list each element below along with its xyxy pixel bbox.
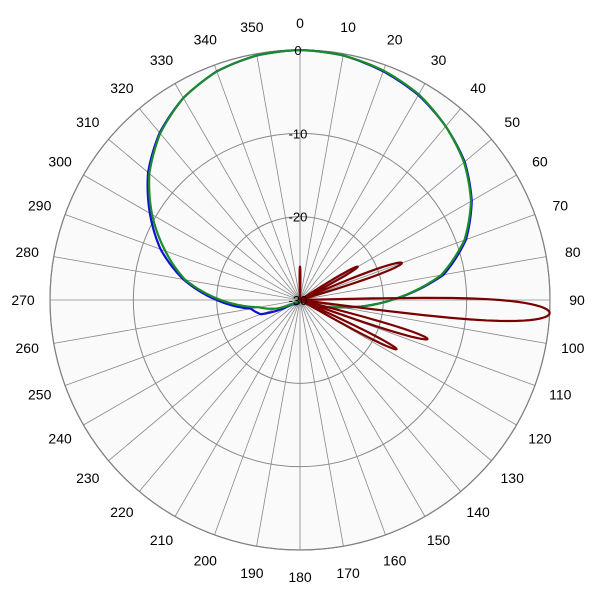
grid-spoke <box>299 299 386 536</box>
series-line-3 <box>298 261 551 351</box>
series-layer <box>146 48 551 351</box>
angle-tick-label: 100 <box>561 340 585 356</box>
radial-tick-label: 0 <box>294 43 301 58</box>
angle-tick-label: 200 <box>194 552 218 568</box>
angle-tick-label: 350 <box>240 19 264 35</box>
angle-tick-label: 140 <box>466 504 490 520</box>
angle-tick-label: 60 <box>532 154 548 170</box>
grid-spoke <box>299 138 492 301</box>
grid-spoke <box>299 299 462 492</box>
grid-spoke <box>138 299 301 492</box>
angle-tick-label: 10 <box>340 19 356 35</box>
grid-spoke <box>138 108 301 301</box>
angle-tick-label: 320 <box>110 80 134 96</box>
angle-tick-label: 290 <box>28 197 52 213</box>
radial-tick-label: -20 <box>289 210 308 225</box>
grid-spoke <box>299 108 462 301</box>
angle-tick-label: 40 <box>470 80 486 96</box>
angle-tick-label: 30 <box>431 52 447 68</box>
grid-spoke <box>299 83 426 301</box>
grid-spoke <box>53 256 301 301</box>
angle-tick-label: 310 <box>76 114 100 130</box>
grid-spoke <box>64 214 301 301</box>
radial-tick-label: -30 <box>289 293 308 308</box>
grid-spoke <box>299 64 386 301</box>
angle-tick-label: 190 <box>240 565 264 581</box>
angle-tick-label: 170 <box>336 565 360 581</box>
grid-spoke <box>299 256 547 301</box>
grid-spoke <box>174 83 301 301</box>
angle-tick-label: 80 <box>565 244 581 260</box>
grid-spoke <box>214 299 301 536</box>
angle-tick-label: 300 <box>48 154 72 170</box>
angle-tick-label: 90 <box>569 292 585 308</box>
angle-tick-label: 150 <box>427 532 451 548</box>
grid-spoke <box>299 299 426 517</box>
angle-tick-label: 0 <box>296 15 304 31</box>
angle-tick-label: 20 <box>387 32 403 48</box>
angle-tick-label: 260 <box>16 340 40 356</box>
angle-tick-label: 340 <box>194 32 218 48</box>
angle-tick-label: 220 <box>110 504 134 520</box>
grid-spoke <box>299 53 344 301</box>
angle-tick-label: 180 <box>288 569 312 585</box>
angle-tick-label: 70 <box>553 197 569 213</box>
grid-spoke <box>299 299 492 462</box>
grid-spoke <box>214 64 301 301</box>
angle-tick-label: 130 <box>501 470 525 486</box>
grid-spoke <box>256 53 301 301</box>
angle-tick-label: 210 <box>150 532 174 548</box>
radial-tick-label: -10 <box>289 126 308 141</box>
grid-spoke <box>299 299 344 547</box>
grid-spoke <box>256 299 301 547</box>
angle-tick-label: 250 <box>28 387 52 403</box>
angle-tick-label: 330 <box>150 52 174 68</box>
grid-spoke <box>108 299 301 462</box>
angle-tick-label: 160 <box>383 552 407 568</box>
angle-tick-label: 110 <box>549 387 572 403</box>
angle-tick-label: 240 <box>48 431 72 447</box>
angle-tick-label: 120 <box>528 431 552 447</box>
angle-tick-label: 50 <box>504 114 520 130</box>
grid-spoke <box>174 299 301 517</box>
grid-spoke <box>299 214 536 301</box>
radial-labels: 0 -10 -20 -30 <box>289 43 308 308</box>
angle-labels: 0 10 20 30 40 50 60 70 80 90 100 110 120 130 140 150 160… <box>11 15 585 585</box>
grid-spoke <box>108 138 301 301</box>
grid-spoke <box>83 299 301 426</box>
grid-spoke <box>299 174 517 301</box>
angle-tick-label: 230 <box>76 470 100 486</box>
angle-tick-label: 270 <box>11 292 35 308</box>
angle-tick-label: 280 <box>16 244 40 260</box>
grid-spoke <box>83 174 301 301</box>
